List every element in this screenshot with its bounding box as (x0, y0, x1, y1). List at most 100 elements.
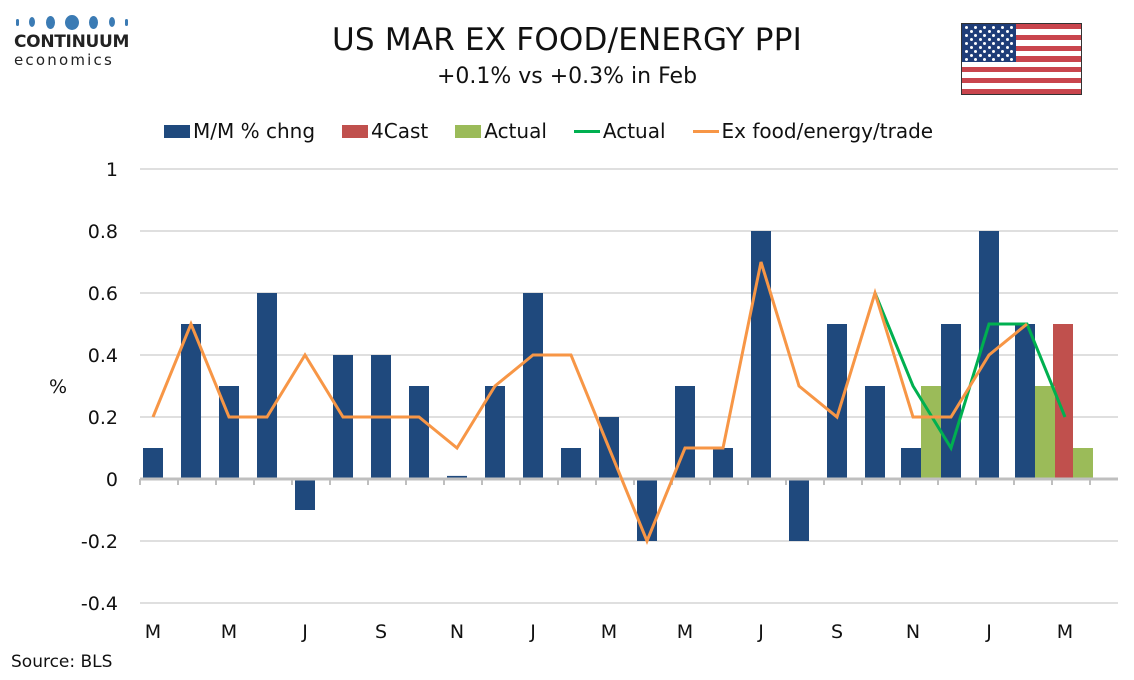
x-tick-label: J (757, 621, 764, 643)
y-tick-label: 0.6 (88, 283, 118, 305)
flag-stripe (962, 61, 1081, 68)
chart-legend: M/M % chng 4Cast Actual Actual Ex food/energ… (164, 118, 960, 144)
flag-star (974, 34, 977, 37)
flag-star (992, 42, 995, 45)
y-tick-label: -0.2 (81, 531, 118, 553)
flag-stripe (962, 77, 1081, 84)
flag-star (965, 50, 968, 53)
bar-mm (941, 324, 961, 479)
bar-mm (1015, 324, 1035, 479)
flag-star (965, 34, 968, 37)
flag-star (1005, 54, 1009, 57)
bar-mm (675, 386, 695, 479)
bar-mm (447, 475, 467, 479)
flag-star (974, 58, 977, 61)
flag-star (965, 42, 968, 45)
bar-mm (143, 448, 163, 479)
flag-star (987, 38, 991, 41)
flag-stripe (962, 50, 1081, 57)
flag-star (992, 34, 995, 37)
legend-swatch (692, 129, 719, 133)
flag-star (978, 46, 982, 49)
flag-star (983, 26, 986, 29)
bar-mm (257, 293, 277, 479)
flag-star (992, 26, 995, 29)
flag-star (974, 42, 977, 45)
bar-mm (219, 386, 239, 479)
x-tick-label: J (985, 621, 992, 643)
flag-star (983, 58, 986, 61)
x-tick-label: M (601, 621, 617, 643)
bar-actual_bar (1073, 448, 1093, 479)
y-tick-label: -0.4 (81, 593, 118, 615)
flag-stripe (962, 67, 1081, 73)
x-tick-label: S (375, 621, 387, 643)
bar-mm (901, 448, 921, 479)
y-tick-label: 0.8 (88, 221, 118, 243)
bar-actual_bar (1035, 386, 1055, 479)
bar-mm (485, 386, 505, 479)
bar-mm (409, 386, 429, 479)
flag-star (1001, 42, 1004, 45)
x-tick-label: M (1057, 621, 1073, 643)
x-tick-label: J (529, 621, 536, 643)
legend-label: 4Cast (371, 119, 429, 143)
y-tick-label: 0 (106, 469, 118, 491)
legend-swatch (164, 124, 190, 138)
legend-label: M/M % chng (193, 119, 316, 143)
flag-star (1005, 30, 1009, 33)
bar-mm (561, 448, 581, 479)
flag-canton (962, 24, 1016, 62)
bar-mm (713, 448, 733, 479)
flag-star (965, 58, 968, 61)
x-tick-label: S (831, 621, 843, 643)
legend-item-bar-2: Actual (455, 119, 547, 143)
flag-stripe (962, 56, 1081, 63)
flag-star (987, 54, 991, 57)
logo-subtitle: economics (14, 51, 114, 69)
flag-stripe (962, 29, 1081, 36)
x-tick-label: M (145, 621, 161, 643)
bar-actual_bar (921, 386, 941, 479)
flag-star (992, 50, 995, 53)
continuum-economics-logo: CONTINUUM economics (14, 14, 134, 68)
flag-star (978, 38, 982, 41)
legend-swatch (573, 129, 600, 133)
flag-stripe (962, 40, 1081, 47)
flag-star (965, 26, 968, 29)
flag-star (987, 46, 991, 49)
flag-star (974, 26, 977, 29)
chart-subtitle: +0.1% vs +0.3% in Feb (436, 64, 698, 89)
flag-star (1010, 26, 1013, 29)
flag-star (996, 30, 1000, 33)
flag-star (969, 54, 973, 57)
flag-star (987, 30, 991, 33)
flag-star (969, 46, 973, 49)
x-tick-label: N (450, 621, 464, 643)
flag-star (978, 30, 982, 33)
bar-mm (523, 293, 543, 479)
flag-star (1001, 50, 1004, 53)
source-note: Source: BLS (11, 652, 113, 672)
flag-stripe (962, 24, 1081, 30)
flag-star (969, 38, 973, 41)
legend-swatch (342, 124, 369, 138)
flag-stripe (962, 72, 1081, 79)
flag-star (1001, 26, 1004, 29)
flag-stripe (962, 34, 1081, 41)
bar-mm (865, 386, 885, 479)
legend-item-line-3: Actual (573, 119, 666, 143)
flag-star (1001, 34, 1004, 37)
flag-star (983, 34, 986, 37)
flag-star (996, 38, 1000, 41)
line-ex_trade_line (151, 261, 1028, 545)
y-tick-label: 1 (106, 159, 118, 181)
flag-star (1010, 34, 1013, 37)
flag-star (1005, 38, 1009, 41)
flag-stripe (962, 45, 1081, 52)
flag-stripe (962, 83, 1081, 90)
flag-star (1010, 50, 1013, 53)
legend-label: Actual (484, 119, 547, 143)
flag-star (978, 54, 982, 57)
